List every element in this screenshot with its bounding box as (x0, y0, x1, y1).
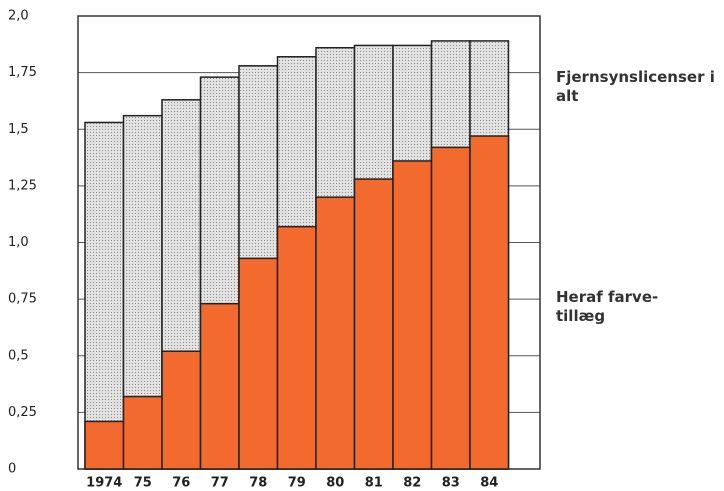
bar (276, 225, 317, 470)
x-tick-label: 82 (403, 476, 421, 491)
x-tick-label: 80 (326, 476, 344, 491)
x-tick-label: 75 (134, 476, 152, 491)
x-tick-label: 78 (249, 476, 267, 491)
y-tick-label: 1,5 (8, 122, 29, 137)
bar (84, 420, 125, 470)
bar (315, 196, 356, 470)
x-tick-label: 76 (172, 476, 190, 491)
y-tick-label: 1,0 (8, 235, 29, 250)
y-tick-label: 0 (8, 462, 16, 477)
bar (430, 146, 471, 470)
x-tick-label: 84 (480, 476, 498, 491)
bar (353, 178, 394, 470)
y-tick-label: 1,25 (8, 178, 37, 193)
bar (392, 160, 433, 470)
y-tick-label: 0,75 (8, 292, 37, 307)
y-tick-label: 0,25 (8, 405, 37, 420)
bar (469, 135, 510, 470)
legend-total: Fjernsynslicenser i alt (556, 68, 715, 105)
bar (84, 121, 125, 470)
y-tick-label: 2,0 (8, 9, 29, 24)
bar (161, 350, 202, 470)
bar (238, 257, 279, 470)
x-tick-label: 1974 (86, 476, 122, 491)
y-tick-label: 0,5 (8, 348, 29, 363)
y-tick-label: 1,75 (8, 65, 37, 80)
x-tick-label: 83 (442, 476, 460, 491)
bar (199, 302, 240, 470)
bar (122, 395, 163, 470)
x-tick-label: 79 (288, 476, 306, 491)
x-tick-label: 77 (211, 476, 229, 491)
x-tick-label: 81 (365, 476, 383, 491)
legend-color: Heraf farve-tillæg (556, 288, 659, 325)
